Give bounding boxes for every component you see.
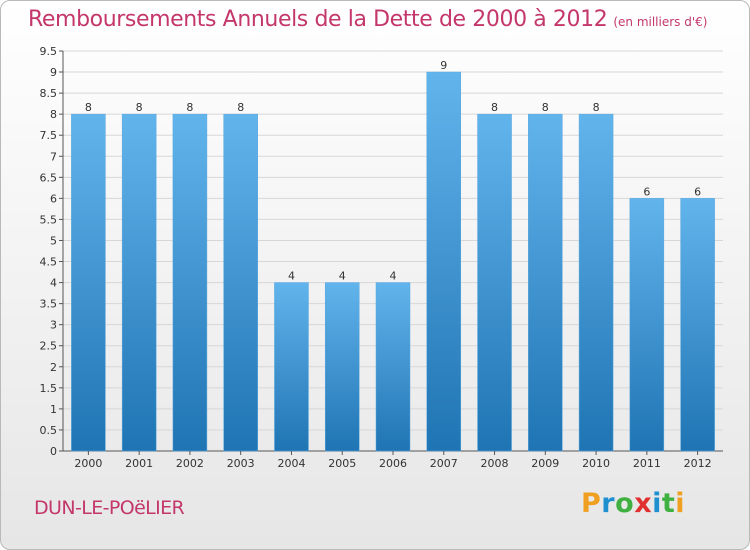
y-tick-label: 0.5 bbox=[40, 424, 58, 437]
bar bbox=[324, 282, 360, 452]
bar bbox=[578, 113, 614, 452]
x-tick-label: 2007 bbox=[430, 457, 458, 470]
data-label: 8 bbox=[186, 101, 193, 114]
y-tick-label: 4.5 bbox=[40, 256, 58, 269]
data-label: 4 bbox=[288, 270, 295, 283]
y-tick-label: 1 bbox=[50, 403, 57, 416]
x-tick-label: 2006 bbox=[379, 457, 407, 470]
data-label: 8 bbox=[136, 101, 143, 114]
data-label: 8 bbox=[542, 101, 549, 114]
x-tick-label: 2008 bbox=[481, 457, 509, 470]
y-tick-label: 9.5 bbox=[40, 45, 58, 58]
x-tick-label: 2000 bbox=[74, 457, 102, 470]
data-label: 8 bbox=[237, 101, 244, 114]
y-tick-label: 9 bbox=[50, 66, 57, 79]
bar bbox=[223, 113, 258, 452]
logo-letter: P bbox=[581, 488, 602, 519]
y-tick-label: 8 bbox=[50, 108, 57, 121]
data-label: 4 bbox=[339, 270, 346, 283]
bar bbox=[528, 113, 563, 452]
bar bbox=[375, 282, 411, 452]
y-tick-label: 3 bbox=[50, 319, 57, 332]
data-label: 6 bbox=[694, 185, 701, 198]
logo-letter: o bbox=[615, 488, 635, 519]
y-tick-label: 5.5 bbox=[40, 213, 58, 226]
data-label: 8 bbox=[593, 101, 600, 114]
y-tick-label: 0 bbox=[50, 445, 57, 458]
data-label: 6 bbox=[643, 185, 650, 198]
x-tick-label: 2012 bbox=[684, 457, 712, 470]
y-tick-label: 2.5 bbox=[40, 340, 58, 353]
y-tick-label: 7.5 bbox=[40, 129, 58, 142]
y-tick-label: 5 bbox=[50, 234, 57, 247]
logo-letter: i bbox=[652, 488, 662, 519]
y-tick-label: 3.5 bbox=[40, 298, 58, 311]
x-tick-label: 2003 bbox=[227, 457, 255, 470]
x-tick-label: 2004 bbox=[277, 457, 305, 470]
data-label: 8 bbox=[491, 101, 498, 114]
x-tick-label: 2001 bbox=[125, 457, 153, 470]
bar bbox=[274, 282, 309, 452]
x-tick-label: 2009 bbox=[531, 457, 559, 470]
logo-letter: t bbox=[661, 488, 676, 519]
bar bbox=[680, 198, 715, 452]
logo-letter: i bbox=[675, 488, 686, 519]
x-tick-label: 2011 bbox=[633, 457, 661, 470]
y-tick-label: 6.5 bbox=[40, 171, 58, 184]
bar bbox=[121, 113, 157, 452]
x-tick-label: 2005 bbox=[328, 457, 356, 470]
y-tick-label: 8.5 bbox=[40, 87, 58, 100]
proxiti-logo: Proxiti bbox=[581, 488, 685, 519]
bar bbox=[629, 198, 665, 452]
bar bbox=[426, 71, 462, 452]
bar bbox=[172, 113, 208, 452]
chart-unit: (en milliers d'€) bbox=[613, 15, 708, 29]
chart-title: Remboursements Annuels de la Dette de 20… bbox=[28, 7, 707, 32]
x-tick-label: 2010 bbox=[582, 457, 610, 470]
data-label: 8 bbox=[85, 101, 92, 114]
bar bbox=[477, 113, 512, 452]
x-tick-label: 2002 bbox=[176, 457, 204, 470]
logo-letter: x bbox=[634, 488, 653, 519]
y-tick-label: 2 bbox=[50, 361, 57, 374]
chart-title-text: Remboursements Annuels de la Dette de 20… bbox=[28, 7, 608, 32]
y-tick-label: 1.5 bbox=[40, 382, 58, 395]
bar bbox=[71, 113, 106, 452]
commune-name: DUN-LE-POëLIER bbox=[34, 497, 185, 519]
data-label: 4 bbox=[390, 270, 397, 283]
logo-letter: r bbox=[601, 488, 616, 519]
y-tick-label: 7 bbox=[50, 150, 57, 163]
y-tick-label: 4 bbox=[50, 277, 57, 290]
data-label: 9 bbox=[440, 59, 447, 72]
y-tick-label: 6 bbox=[50, 192, 57, 205]
